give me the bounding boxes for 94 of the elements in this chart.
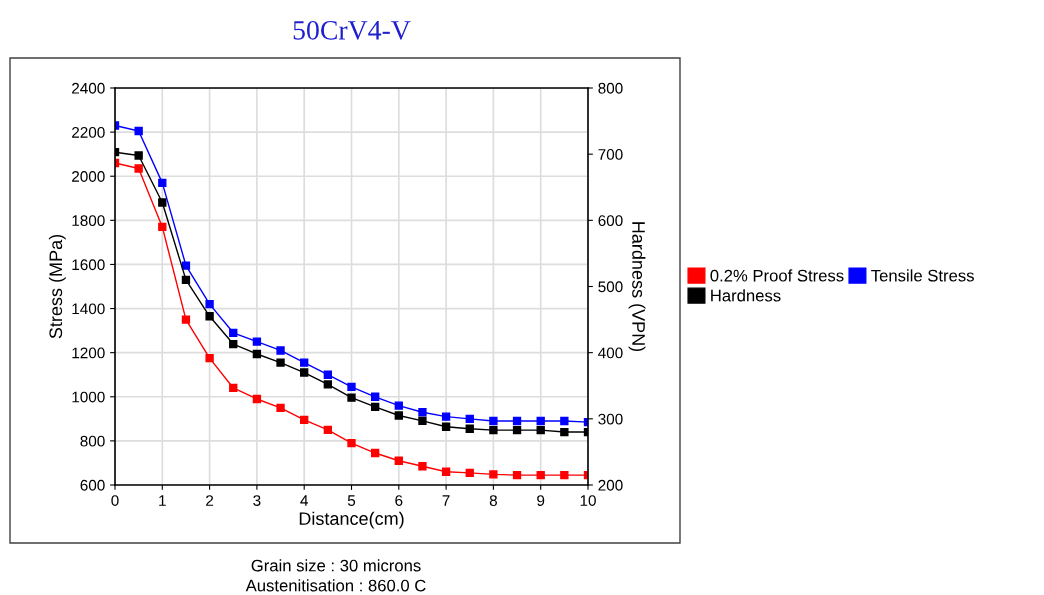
point: [276, 346, 285, 355]
y-axis-title: Stress (MPa): [48, 234, 66, 339]
point: [394, 456, 403, 465]
point: [158, 178, 167, 188]
point: [134, 126, 143, 136]
point: [323, 370, 333, 379]
point: [536, 425, 545, 435]
point: [276, 358, 285, 367]
point: [205, 312, 214, 321]
point: [252, 349, 262, 359]
y2-tick-label: 200: [598, 479, 623, 491]
point: [512, 470, 522, 480]
y2-tick-label: 400: [598, 347, 623, 359]
y2-axis-title: Hardness (VPN): [628, 222, 646, 352]
point: [300, 368, 309, 377]
point: [536, 470, 545, 480]
point: [441, 422, 451, 431]
x-tick-label: 10: [580, 495, 596, 506]
point: [181, 275, 191, 285]
y2-tick-label: 300: [598, 413, 623, 425]
y-tick-label: 1200: [72, 347, 105, 359]
x-tick-label: 1: [159, 495, 166, 506]
point: [158, 222, 167, 232]
point: [536, 416, 545, 426]
point: [252, 394, 262, 404]
text: Austenitisation : 860.0 C: [245, 579, 426, 592]
x-tick-label: 8: [489, 495, 497, 506]
point: [370, 392, 380, 401]
y2-tick-label: 600: [598, 215, 623, 227]
point: [134, 151, 143, 160]
point: [229, 383, 238, 393]
point: [465, 424, 474, 433]
y-tick-label: 1000: [72, 391, 105, 403]
x-tick-label: 9: [537, 495, 545, 506]
legend-label: Hardness: [711, 289, 781, 302]
x-tick-label: 3: [253, 495, 261, 506]
y2-tick-label: 500: [598, 281, 623, 293]
x-tick-label: 7: [442, 495, 450, 506]
point: [370, 448, 380, 458]
y-tick-label: 2000: [72, 171, 105, 182]
point: [181, 261, 191, 270]
x-tick-label: 6: [395, 495, 403, 506]
y-tick-label: 2400: [72, 82, 105, 94]
y-tick-label: 1400: [72, 303, 105, 315]
chart-title: 50CrV4-V: [293, 20, 411, 40]
point: [158, 198, 167, 207]
point: [394, 411, 403, 420]
point: [465, 414, 474, 424]
x-tick-label: 0: [111, 495, 119, 506]
y2-tick-label: 800: [598, 82, 623, 94]
point: [229, 339, 238, 349]
point: [560, 470, 569, 480]
point: [394, 401, 403, 410]
point: [347, 393, 356, 402]
legend-label: 0.2% Proof Stress: [710, 269, 844, 282]
point: [347, 438, 356, 448]
point: [418, 416, 427, 425]
y-tick-label: 1600: [72, 259, 105, 271]
point: [347, 382, 356, 392]
point: [229, 328, 238, 337]
legend-label: Tensile Stress: [871, 269, 974, 282]
point: [489, 470, 498, 479]
point: [276, 403, 285, 412]
point: [418, 462, 427, 471]
x-axis-title: Distance(cm): [299, 511, 404, 529]
y2-tick-label: 700: [598, 149, 623, 160]
point: [465, 468, 474, 478]
point: [134, 164, 143, 173]
point: [441, 412, 451, 421]
point: [300, 415, 309, 425]
x-tick-label: 5: [347, 495, 356, 506]
point: [205, 354, 214, 363]
x-tick-label: 4: [300, 495, 308, 506]
point: [323, 425, 333, 435]
y-tick-label: 600: [80, 479, 105, 491]
point: [370, 402, 380, 412]
point: [252, 337, 262, 346]
point: [489, 416, 498, 426]
point: [512, 425, 522, 435]
point: [560, 427, 569, 437]
point: [441, 467, 451, 476]
point: [560, 416, 569, 426]
y-tick-label: 2200: [72, 126, 105, 138]
point: [181, 315, 191, 324]
point: [300, 358, 309, 367]
point: [323, 380, 333, 389]
y-tick-label: 1800: [72, 215, 105, 227]
x-tick-label: 2: [206, 495, 214, 506]
point: [418, 408, 427, 417]
point: [512, 416, 522, 426]
point: [205, 299, 214, 309]
text: Grain size : 30 microns: [251, 559, 421, 572]
y-tick-label: 800: [80, 435, 105, 447]
point: [489, 425, 498, 435]
